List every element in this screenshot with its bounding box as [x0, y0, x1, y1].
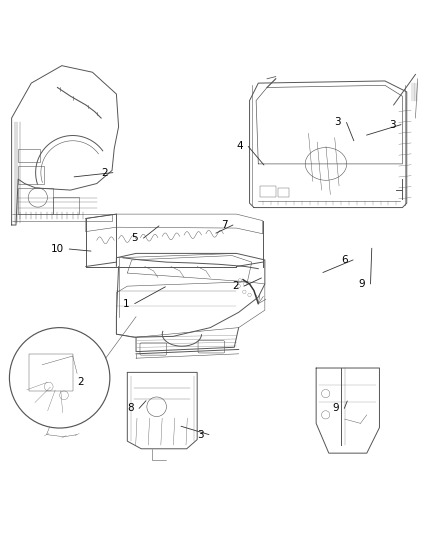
Bar — [29, 354, 73, 391]
Text: 7: 7 — [221, 220, 228, 230]
Text: 2: 2 — [232, 281, 239, 291]
Text: 2: 2 — [77, 377, 84, 387]
Text: 1: 1 — [123, 298, 130, 309]
Circle shape — [10, 328, 110, 428]
Text: 3: 3 — [335, 117, 341, 127]
Text: 3: 3 — [389, 119, 396, 130]
Text: 5: 5 — [131, 233, 138, 243]
Bar — [53, 197, 79, 214]
Text: 9: 9 — [359, 279, 365, 289]
Bar — [18, 166, 44, 183]
Text: 9: 9 — [332, 403, 339, 414]
Bar — [261, 185, 276, 197]
Text: 2: 2 — [101, 168, 108, 177]
Bar — [18, 149, 40, 161]
Bar — [278, 188, 289, 197]
Bar — [18, 188, 53, 214]
Text: 4: 4 — [237, 141, 243, 151]
Text: 10: 10 — [51, 244, 64, 254]
Text: 8: 8 — [127, 403, 134, 414]
Text: 3: 3 — [197, 430, 204, 440]
Text: 6: 6 — [341, 255, 348, 265]
